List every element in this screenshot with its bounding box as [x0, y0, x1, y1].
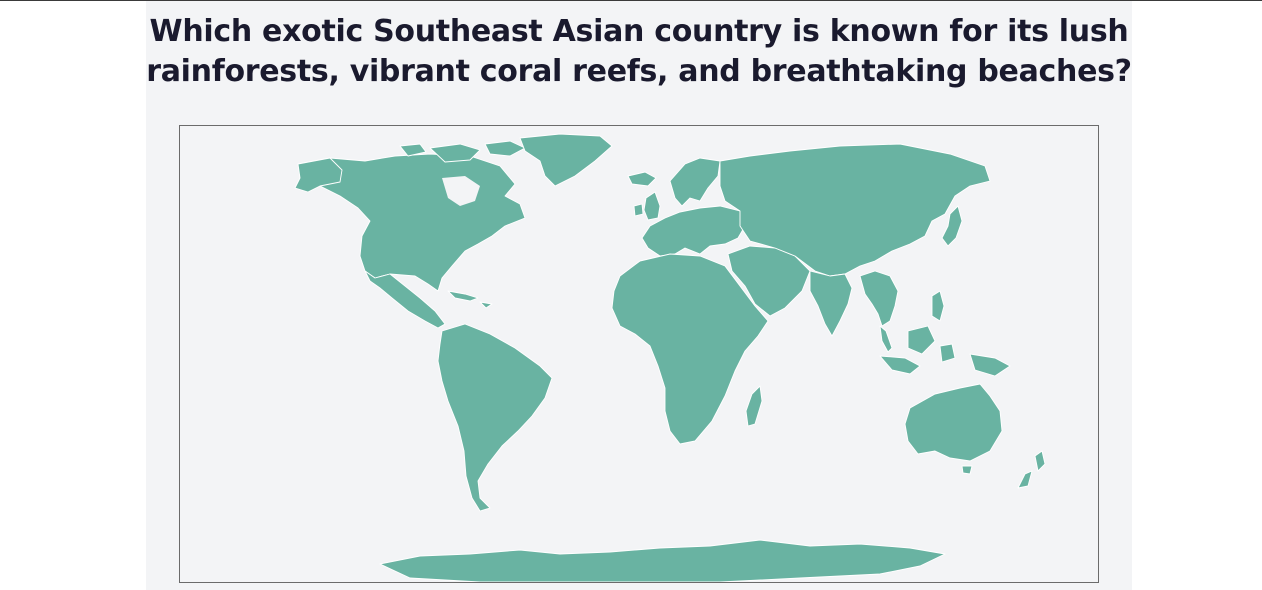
region-japan[interactable] — [941, 205, 963, 247]
region-south-america[interactable] — [437, 323, 553, 512]
region-new-zealand[interactable] — [1017, 450, 1046, 489]
region-antarctica[interactable] — [379, 539, 946, 582]
region-scandinavia[interactable] — [669, 157, 721, 207]
region-russia-asia[interactable] — [719, 143, 991, 277]
region-central-america[interactable] — [364, 270, 446, 329]
quiz-panel: Which exotic Southeast Asian country is … — [146, 1, 1132, 590]
region-australia[interactable] — [904, 383, 1003, 462]
region-ireland[interactable] — [633, 203, 644, 217]
region-arctic-islands[interactable] — [399, 140, 526, 163]
region-philippines[interactable] — [931, 290, 945, 322]
top-border — [0, 0, 1262, 1]
region-malay-peninsula[interactable] — [879, 325, 893, 353]
region-caribbean[interactable] — [447, 290, 493, 309]
region-middle-east[interactable] — [727, 245, 811, 317]
region-alaska[interactable] — [294, 157, 343, 193]
world-map-svg — [294, 133, 1046, 582]
region-greenland[interactable] — [519, 133, 613, 187]
region-uk[interactable] — [643, 191, 661, 221]
region-india[interactable] — [809, 270, 853, 337]
world-map — [179, 125, 1099, 583]
region-tasmania[interactable] — [961, 465, 973, 475]
region-madagascar[interactable] — [745, 385, 763, 427]
region-europe[interactable] — [641, 205, 746, 257]
region-indonesia[interactable] — [879, 325, 1011, 377]
region-iceland[interactable] — [627, 171, 657, 187]
question-text: Which exotic Southeast Asian country is … — [146, 14, 1132, 89]
region-southeast-asia[interactable] — [859, 270, 899, 327]
region-africa[interactable] — [611, 253, 769, 445]
